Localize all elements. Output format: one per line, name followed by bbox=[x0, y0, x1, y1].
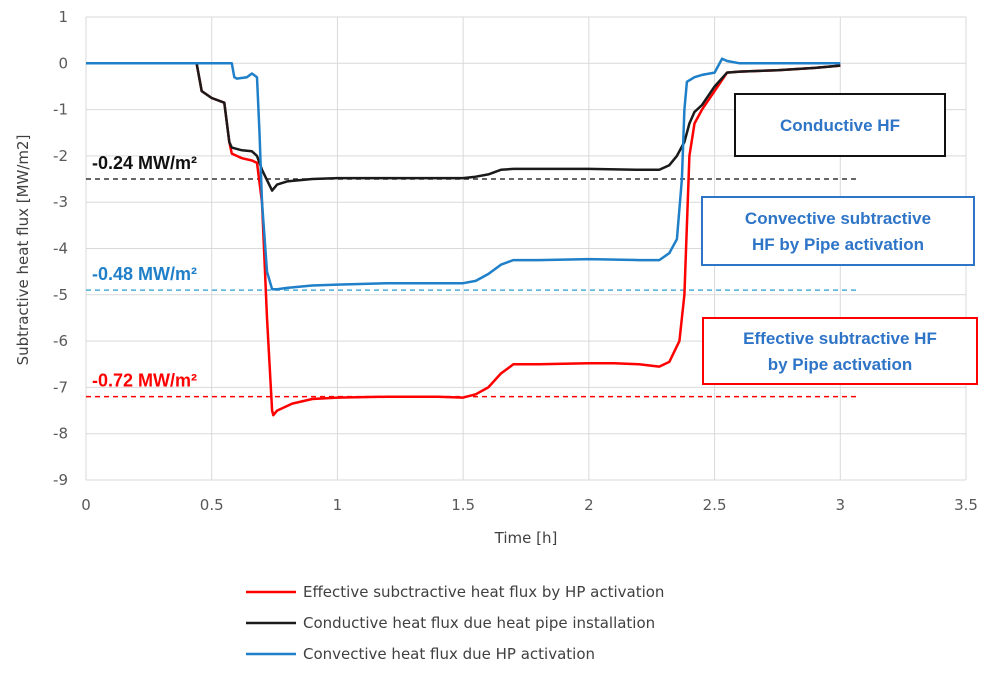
series-line-2 bbox=[86, 62, 841, 192]
annotation-text: Effective subtractive HF bbox=[743, 329, 937, 348]
x-tick-label: 3.5 bbox=[954, 496, 978, 514]
annotation-box bbox=[701, 196, 975, 266]
y-axis-label: Subtractive heat flux [MW/m2] bbox=[14, 135, 32, 366]
y-tick-label: -7 bbox=[53, 378, 68, 396]
x-tick-label: 2 bbox=[584, 496, 594, 514]
reference-line-label: -0.24 MW/m² bbox=[92, 153, 197, 173]
reference-line-label: -0.48 MW/m² bbox=[92, 264, 197, 284]
annotation-box bbox=[702, 317, 978, 385]
legend-entry: Effective subctractive heat flux by HP a… bbox=[303, 583, 664, 601]
y-tick-label: -3 bbox=[53, 193, 68, 211]
y-tick-label: -4 bbox=[53, 240, 68, 258]
tick-labels: 0 0.5 1 1.5 2 2.5 3 3.5 1 0 -1 -2 -3 -4 -5 -6 -7 -8 -9 bbox=[53, 8, 978, 514]
annotations: Conductive HF Convective subtractive HF by… bbox=[701, 93, 978, 385]
x-tick-label: 1.5 bbox=[451, 496, 475, 514]
y-tick-label: -2 bbox=[53, 147, 68, 165]
series-line-3 bbox=[86, 57, 841, 291]
reference-lines: -0.24 MW/m² -0.48 MW/m² -0.72 MW/m² bbox=[86, 153, 858, 398]
y-tick-label: 1 bbox=[58, 8, 68, 26]
y-tick-label: -8 bbox=[53, 425, 68, 443]
x-tick-label: 1 bbox=[333, 496, 343, 514]
series-line-1 bbox=[86, 62, 841, 417]
legend-entry: Convective heat flux due HP activation bbox=[303, 645, 595, 663]
series-lines bbox=[86, 57, 841, 417]
annotation-text: HF by Pipe activation bbox=[752, 235, 924, 254]
annotation-text: Convective subtractive bbox=[745, 209, 931, 228]
y-tick-label: -6 bbox=[53, 332, 68, 350]
y-tick-label: 0 bbox=[58, 54, 68, 72]
annotation-text: Conductive HF bbox=[780, 116, 900, 135]
annotation-text: by Pipe activation bbox=[768, 355, 913, 374]
x-tick-label: 3 bbox=[836, 496, 846, 514]
reference-line-label: -0.72 MW/m² bbox=[92, 371, 197, 391]
x-axis-label: Time [h] bbox=[494, 529, 558, 547]
x-tick-label: 0 bbox=[81, 496, 91, 514]
x-tick-label: 0.5 bbox=[200, 496, 224, 514]
y-tick-label: -1 bbox=[53, 101, 68, 119]
y-tick-label: -5 bbox=[53, 286, 68, 304]
legend: Effective subctractive heat flux by HP a… bbox=[246, 583, 664, 663]
y-tick-label: -9 bbox=[53, 471, 68, 489]
legend-entry: Conductive heat flux due heat pipe insta… bbox=[303, 614, 655, 632]
annotation-box bbox=[734, 93, 946, 157]
x-tick-label: 2.5 bbox=[703, 496, 727, 514]
